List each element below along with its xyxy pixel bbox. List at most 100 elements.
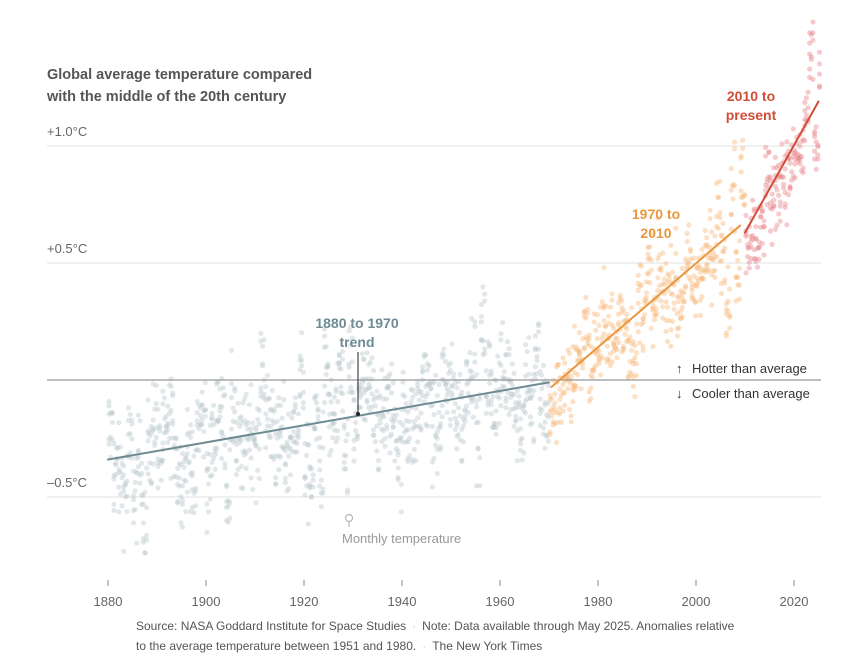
monthly-temperature-dot [800, 136, 806, 143]
monthly-temperature-dot [777, 174, 783, 180]
monthly-temperature-dot [325, 364, 331, 370]
monthly-temperature-dot [157, 428, 163, 434]
monthly-temperature-dot [152, 406, 158, 412]
monthly-temperature-dot [289, 415, 295, 421]
monthly-temperature-dot [188, 422, 194, 428]
monthly-temperature-dot [377, 393, 383, 399]
monthly-temperature-dot [188, 471, 194, 477]
monthly-temperature-dot [219, 430, 225, 436]
monthly-temperature-dot [705, 266, 712, 273]
monthly-temperature-dot [240, 485, 246, 492]
monthly-temperature-dot [366, 404, 372, 411]
monthly-temperature-dot [150, 417, 156, 423]
monthly-temperature-dot [434, 446, 440, 452]
monthly-temperature-dot [488, 397, 494, 404]
monthly-temperature-dot [475, 419, 481, 425]
monthly-temperature-dot [452, 400, 458, 407]
x-tick-label: 1920 [290, 594, 319, 609]
monthly-temperature-dot [723, 311, 730, 317]
monthly-temperature-dot [331, 411, 337, 417]
monthly-temperature-dot [282, 462, 288, 468]
monthly-temperature-dot [560, 381, 566, 388]
monthly-temperature-dot [343, 453, 349, 459]
monthly-temperature-dot [413, 424, 419, 430]
monthly-temperature-dot [184, 406, 190, 413]
monthly-temperature-dot [315, 407, 321, 414]
monthly-temperature-dot [302, 473, 308, 480]
monthly-temperature-dot [782, 166, 788, 172]
monthly-temperature-dot [421, 354, 427, 360]
monthly-temperature-dot [650, 343, 656, 350]
monthly-temperature-dot [501, 384, 507, 390]
monthly-temperature-dot [535, 321, 542, 327]
monthly-temperature-dot [214, 419, 220, 425]
monthly-temperature-dot [803, 112, 810, 118]
monthly-temperature-dot [482, 291, 488, 297]
monthly-temperature-dot [170, 392, 176, 399]
monthly-temperature-dot [366, 385, 372, 391]
monthly-temperature-dot [289, 448, 295, 455]
monthly-temperature-dot [433, 433, 439, 439]
monthly-temperature-dot [353, 427, 359, 434]
monthly-temperature-dot [570, 399, 576, 405]
monthly-temperature-dot [377, 420, 383, 426]
monthly-temperature-dot [287, 434, 293, 440]
monthly-temperature-dot [758, 213, 764, 220]
monthly-temperature-dot [357, 391, 364, 397]
monthly-temperature-dot [294, 440, 300, 446]
monthly-temperature-dot [259, 363, 266, 369]
monthly-temperature-dot [464, 381, 470, 387]
monthly-temperature-dot [452, 380, 458, 386]
monthly-temperature-dot [362, 417, 369, 423]
monthly-temperature-dot [681, 299, 687, 305]
monthly-temperature-dot [749, 197, 756, 203]
monthly-temperature-dot [333, 388, 339, 395]
annotation-2010-present-line-2: present [726, 107, 777, 123]
monthly-temperature-dot [477, 396, 483, 402]
monthly-temperature-dot [717, 178, 723, 184]
monthly-temperature-dot [307, 463, 313, 470]
monthly-temperature-dot [201, 454, 207, 460]
monthly-temperature-dot [449, 341, 455, 347]
monthly-temperature-dot [764, 176, 770, 182]
monthly-temperature-dot [402, 429, 408, 435]
monthly-temperature-dot [676, 299, 682, 305]
monthly-temperature-dot [423, 421, 429, 427]
monthly-temperature-dot [282, 460, 288, 467]
monthly-temperature-dot [109, 409, 115, 416]
monthly-temperature-dot [772, 154, 779, 160]
monthly-temperature-dot [728, 166, 734, 172]
monthly-temperature-dot [158, 477, 164, 483]
monthly-temperature-dot [437, 420, 444, 427]
monthly-temperature-dot [295, 411, 302, 417]
monthly-temperature-dot [810, 37, 816, 43]
monthly-temperature-dot [455, 432, 462, 438]
monthly-temperature-dot [782, 201, 788, 207]
monthly-temperature-dot [630, 358, 636, 364]
monthly-temperature-dot [222, 461, 228, 467]
monthly-temperature-dot [179, 497, 186, 503]
monthly-temperature-dot [333, 386, 339, 392]
footer: Source: NASA Goddard Institute for Space… [136, 616, 736, 656]
monthly-temperature-dot [619, 309, 625, 316]
monthly-temperature-dot [395, 474, 401, 481]
monthly-temperature-dot [491, 421, 498, 427]
monthly-temperature-dot [380, 412, 386, 419]
monthly-temperature-dot [571, 382, 578, 388]
monthly-temperature-dot [397, 435, 403, 441]
monthly-temperature-dot [459, 457, 465, 463]
monthly-temperature-dot [266, 434, 272, 440]
monthly-temperature-dot [160, 440, 166, 446]
monthly-temperature-dot [406, 418, 413, 424]
monthly-temperature-dot [704, 261, 710, 267]
monthly-temperature-dot [633, 321, 640, 327]
monthly-temperature-dot [317, 467, 323, 473]
monthly-temperature-dot [258, 338, 264, 344]
monthly-temperature-dot [253, 427, 259, 433]
monthly-temperature-dot [723, 306, 730, 313]
monthly-temperature-dot [116, 420, 122, 426]
monthly-temperature-dot [349, 388, 355, 395]
monthly-temperature-dot [317, 458, 323, 464]
monthly-temperature-dot [122, 482, 128, 488]
monthly-temperature-dot [117, 444, 124, 450]
